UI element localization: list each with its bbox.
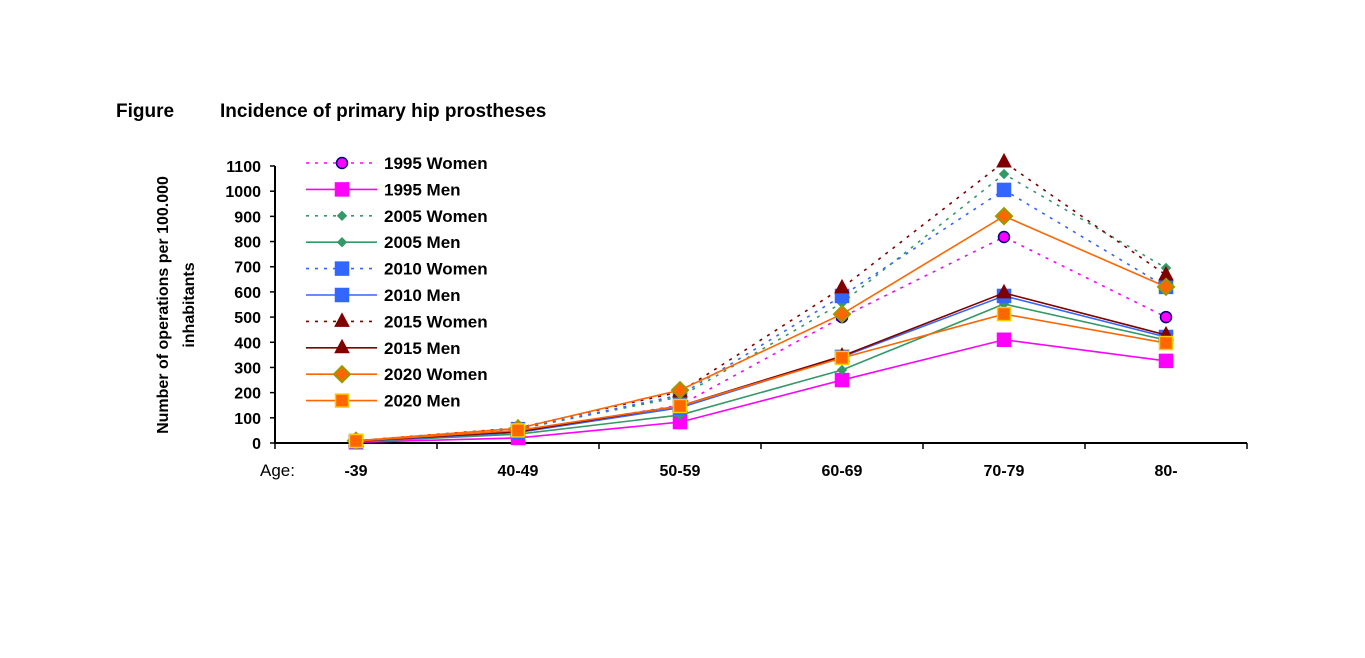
figure-label: Figure — [116, 101, 174, 122]
square-marker — [996, 332, 1012, 348]
square-marker — [672, 398, 688, 414]
diamond-marker — [336, 210, 348, 222]
y-tick-label: 200 — [234, 386, 261, 403]
legend-item: 1995 Women — [306, 154, 488, 173]
square-marker — [348, 433, 364, 449]
series-2015-women — [348, 152, 1174, 447]
series-line — [355, 160, 1167, 442]
series-line — [355, 338, 1167, 444]
series-line — [355, 313, 1167, 442]
legend-item: 2020 Women — [306, 364, 488, 384]
triangle-marker — [834, 278, 850, 294]
x-axis-label: Age: — [260, 461, 295, 480]
x-tick-label: -39 — [344, 463, 367, 480]
square-marker — [1158, 335, 1174, 351]
triangle-marker — [334, 338, 350, 354]
legend-item: 2005 Women — [306, 207, 488, 226]
legend-item: 2005 Men — [306, 233, 461, 252]
triangle-marker — [334, 312, 350, 327]
legend-label: 2020 Women — [384, 365, 488, 384]
chart-title: Incidence of primary hip prostheses — [220, 101, 546, 122]
square-marker — [996, 182, 1012, 198]
x-tick-label: 50-59 — [660, 463, 701, 480]
y-tick-label: 1100 — [226, 159, 261, 176]
legend-label: 2015 Women — [384, 312, 488, 331]
y-tick-label: 300 — [234, 360, 261, 377]
triangle-marker — [996, 152, 1012, 168]
square-marker — [334, 287, 350, 303]
diamond-marker — [1156, 277, 1176, 297]
diamond-marker — [832, 304, 852, 324]
diamond-marker — [332, 364, 352, 384]
y-tick-label: 100 — [234, 411, 261, 428]
legend-item: 2010 Women — [306, 260, 488, 279]
legend-item: 2015 Men — [306, 338, 461, 358]
diamond-marker — [670, 380, 690, 400]
legend-label: 2020 Men — [384, 392, 461, 411]
square-marker — [1158, 353, 1174, 369]
diamond-marker — [994, 206, 1014, 226]
legend-label: 2005 Women — [384, 207, 488, 226]
diamond-marker — [336, 236, 348, 248]
triangle-marker — [996, 283, 1012, 299]
legend-label: 2005 Men — [384, 233, 461, 252]
y-axis-label-line1: Number of operations per 100.000 — [155, 176, 172, 434]
legend-label: 2015 Men — [384, 339, 461, 358]
diamond-marker — [836, 364, 848, 376]
legend-label: 1995 Men — [384, 180, 461, 199]
legend-item: 2015 Women — [306, 312, 488, 331]
legend-label: 2010 Women — [384, 260, 488, 279]
square-marker — [334, 393, 350, 408]
legend-item: 1995 Men — [306, 180, 461, 199]
x-tick-label: 80- — [1154, 463, 1177, 480]
legend-label: 1995 Women — [384, 154, 488, 173]
legend-item: 2010 Men — [306, 286, 461, 305]
circle-marker — [1159, 310, 1173, 324]
x-tick-label: 40-49 — [498, 463, 539, 480]
y-tick-label: 700 — [234, 260, 261, 277]
series-line — [355, 292, 1167, 443]
y-tick-label: 1000 — [225, 184, 261, 201]
series-2020-men — [348, 306, 1174, 449]
legend-item: 2020 Men — [306, 392, 461, 411]
circle-marker — [997, 230, 1011, 244]
series-line — [355, 215, 1167, 442]
x-tick-label: 70-79 — [984, 463, 1025, 480]
x-tick-label: 60-69 — [822, 463, 863, 480]
legend-label: 2010 Men — [384, 286, 461, 305]
series-line — [355, 303, 1167, 443]
square-marker — [334, 182, 350, 197]
y-tick-label: 900 — [234, 209, 261, 226]
diamond-marker — [998, 168, 1010, 180]
y-tick-label: 800 — [234, 235, 261, 252]
square-marker — [334, 261, 350, 276]
y-tick-label: 400 — [234, 335, 261, 352]
square-marker — [834, 372, 850, 388]
circle-marker — [335, 156, 349, 170]
square-marker — [996, 306, 1012, 322]
y-tick-label: 500 — [234, 310, 261, 327]
y-axis-label-line2: inhabitants — [181, 262, 198, 347]
square-marker — [510, 423, 526, 438]
square-marker — [834, 350, 850, 366]
y-tick-label: 600 — [234, 285, 261, 302]
y-tick-label: 0 — [252, 436, 261, 453]
